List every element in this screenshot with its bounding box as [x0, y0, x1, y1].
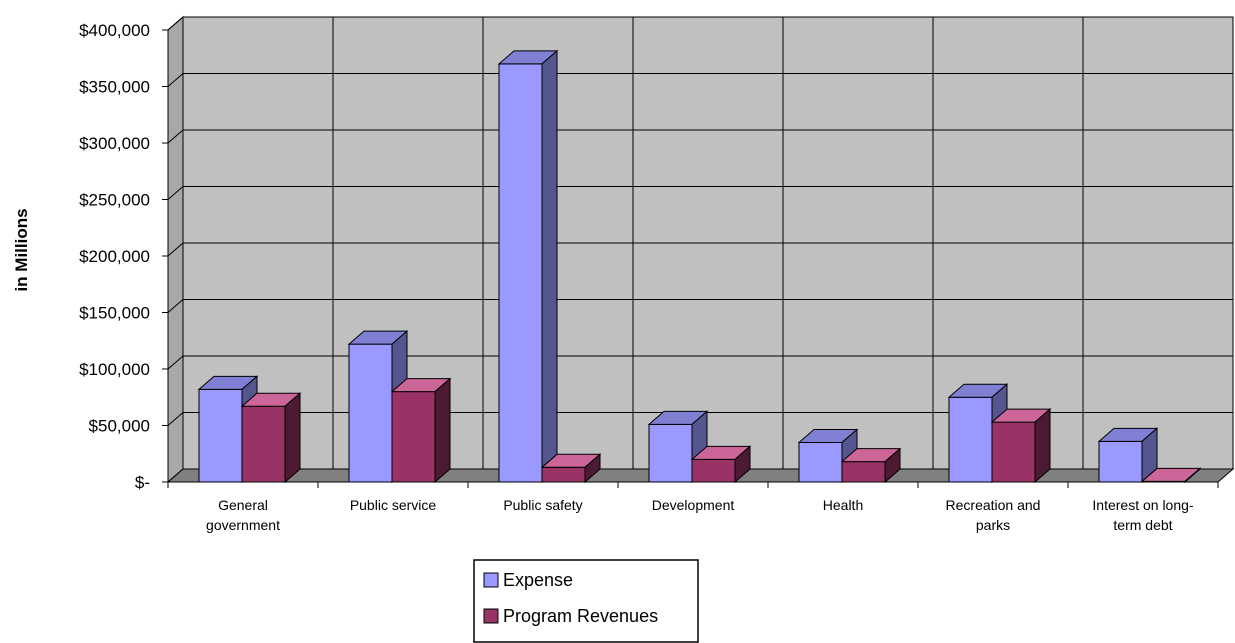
bar-expense	[347, 330, 409, 484]
bar-front	[948, 396, 993, 483]
bar-front	[241, 405, 286, 483]
y-tick-label: $100,000	[79, 360, 150, 379]
legend-swatch	[483, 572, 499, 588]
bar-front	[348, 343, 393, 483]
y-tick-label: $250,000	[79, 191, 150, 210]
legend-label: Expense	[503, 570, 573, 590]
y-tick-label: $400,000	[79, 21, 150, 40]
bar-front	[391, 391, 436, 483]
side-gridline	[167, 355, 184, 370]
y-tick-label: $300,000	[79, 134, 150, 153]
y-tick-label: $350,000	[79, 78, 150, 97]
y-tick-label: $150,000	[79, 304, 150, 323]
side-gridline	[167, 73, 184, 87]
bar-front	[991, 421, 1036, 483]
legend-label: Program Revenues	[503, 606, 658, 626]
bar-front	[498, 63, 543, 483]
x-category-label: Health	[823, 497, 863, 513]
bar-expense	[497, 49, 559, 484]
legend-swatch	[483, 608, 499, 624]
x-category-label: Interest on long-	[1092, 497, 1194, 513]
side-gridline	[167, 412, 184, 426]
bar-program-revenues	[390, 377, 452, 484]
y-tick-label: $50,000	[89, 417, 150, 436]
x-category-label: Public safety	[503, 497, 582, 513]
bar-side	[584, 453, 601, 484]
bar-front	[691, 458, 736, 483]
y-tick-label: $-	[135, 473, 150, 492]
y-axis-label: in Millions	[12, 208, 31, 291]
bar-program-revenues	[990, 408, 1052, 484]
x-category-label: Development	[652, 497, 735, 513]
side-gridline	[167, 299, 184, 313]
bar-front	[541, 466, 586, 483]
bar-side	[284, 392, 301, 484]
y-axis-ticks: $- $50,000 $100,000 $150,000 $200,000 $250,00…	[79, 21, 150, 492]
bars	[197, 49, 1202, 484]
side-gridline	[167, 16, 184, 31]
bar-side	[734, 445, 751, 484]
axes	[162, 29, 1219, 488]
bar-front	[198, 388, 243, 483]
bar-front	[1098, 440, 1143, 483]
bar-side	[1034, 408, 1051, 484]
y-tick-label: $200,000	[79, 247, 150, 266]
bar-front	[798, 441, 843, 483]
side-gridline	[167, 242, 184, 257]
x-category-label: Recreation and	[946, 497, 1041, 513]
bar-side	[884, 447, 901, 484]
bar-program-revenues	[690, 445, 752, 484]
x-category-label: government	[206, 517, 280, 533]
bar-side	[434, 377, 451, 484]
side-gridline	[167, 186, 184, 200]
bar-program-revenues	[540, 453, 602, 484]
x-category-label: parks	[976, 517, 1010, 533]
bar-front	[648, 423, 693, 483]
bar-program-revenues	[240, 392, 302, 484]
bar-side	[541, 49, 558, 484]
x-category-label: Public service	[350, 497, 437, 513]
x-category-label: term debt	[1113, 517, 1172, 533]
bar-front	[841, 461, 886, 483]
side-gridline	[167, 129, 184, 144]
x-axis-categories: General government Public service Public sa…	[206, 497, 1194, 533]
legend: Expense Program Revenues	[473, 559, 699, 643]
bar-program-revenues	[840, 447, 902, 484]
x-category-label: General	[218, 497, 268, 513]
legend-box	[473, 559, 699, 643]
bar-expense	[1097, 427, 1159, 484]
